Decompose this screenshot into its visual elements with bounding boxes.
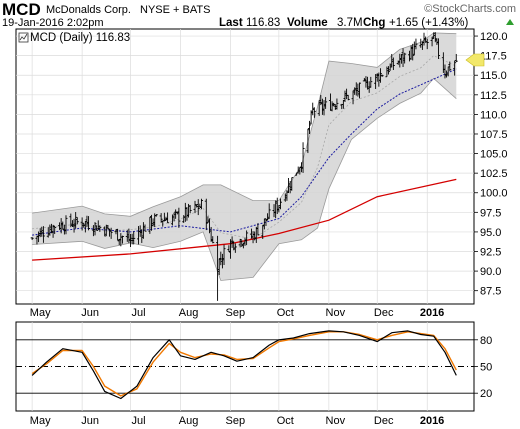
month-label: Sep — [226, 415, 246, 427]
up-triangle-icon — [506, 19, 514, 25]
oscillator-fast-line — [31, 330, 457, 400]
month-label: Jun — [81, 307, 99, 319]
quote-date: 19-Jan-2016 2:02pm — [2, 17, 104, 29]
price-legend-text: MCD (Daily) 116.83 — [30, 32, 130, 44]
price-tick-label: 100.0 — [480, 188, 508, 200]
oscillator-lines — [31, 330, 457, 400]
month-label: Sep — [226, 307, 246, 319]
month-label: Aug — [179, 415, 199, 427]
month-axis-top: May Jun Jul Aug Sep Oct Nov Dec 2016 — [30, 307, 445, 319]
short-moving-average — [32, 68, 457, 236]
price-bars — [30, 32, 458, 301]
month-label: Oct — [277, 415, 294, 427]
price-tick-label: 117.5 — [480, 51, 507, 63]
chart-icon-line — [19, 33, 28, 41]
price-tick-label: 97.5 — [480, 207, 501, 219]
chart-icon — [18, 32, 29, 43]
price-tick-label: 110.0 — [480, 109, 507, 121]
month-label: Nov — [326, 307, 346, 319]
price-tick-label: 120.0 — [480, 31, 508, 43]
month-label: Nov — [326, 415, 346, 427]
price-tick-label: 112.5 — [480, 90, 507, 102]
price-tick-label: 105.0 — [480, 149, 508, 161]
moving-averages — [32, 68, 457, 261]
long-moving-average — [32, 178, 457, 261]
bollinger-fill — [32, 32, 457, 281]
exchange-label: NYSE + BATS — [140, 4, 210, 16]
price-axis-ticks: 120.0 117.5 115.0 112.5 110.0 107.5 105.0 102.5… — [474, 31, 508, 298]
month-label: Oct — [277, 307, 294, 319]
month-label: May — [30, 307, 51, 319]
month-label: 2016 — [420, 307, 444, 319]
oscillator-grid — [16, 322, 474, 411]
price-tick-label: 115.0 — [480, 70, 507, 82]
price-tick-label: 92.5 — [480, 247, 501, 259]
bollinger-middle-line — [32, 55, 457, 240]
price-tick-label: 107.5 — [480, 129, 508, 141]
oscillator-axis-ticks: 80 50 20 — [474, 335, 492, 400]
price-tick-label: 102.5 — [480, 168, 508, 180]
last-value: 116.83 — [246, 17, 280, 29]
chg-value: +1.65 (+1.43%) — [389, 17, 468, 29]
price-tick-label: 87.5 — [480, 286, 501, 298]
month-label: 2016 — [420, 415, 444, 427]
oscillator-tick-label: 50 — [480, 362, 492, 374]
month-label: Jun — [81, 415, 99, 427]
last-label: Last — [219, 17, 243, 29]
month-label: Aug — [179, 307, 199, 319]
month-axis-bottom: May Jun Jul Aug Sep Oct Nov Dec 2016 — [30, 415, 445, 427]
chg-label: Chg — [363, 17, 385, 29]
month-label: Jul — [132, 307, 146, 319]
month-label: Jul — [132, 415, 146, 427]
price-tick-label: 90.0 — [480, 266, 501, 278]
month-label: Dec — [374, 307, 394, 319]
price-legend: MCD (Daily) 116.83 — [18, 32, 130, 44]
watermark: ©StockCharts.com — [424, 3, 516, 15]
oscillator-tick-label: 80 — [480, 335, 492, 347]
ticker-symbol: MCD — [2, 0, 41, 19]
month-label: May — [30, 415, 51, 427]
last-price-tag — [465, 53, 485, 67]
volume-value: 3.7M — [337, 17, 363, 29]
last-price-marker — [465, 53, 485, 67]
bollinger-upper-line — [32, 32, 457, 217]
volume-label: Volume — [287, 17, 328, 29]
company-name: McDonalds Corp. — [46, 4, 131, 16]
price-tick-label: 95.0 — [480, 227, 501, 239]
oscillator-tick-label: 20 — [480, 388, 492, 400]
month-label: Dec — [374, 415, 394, 427]
